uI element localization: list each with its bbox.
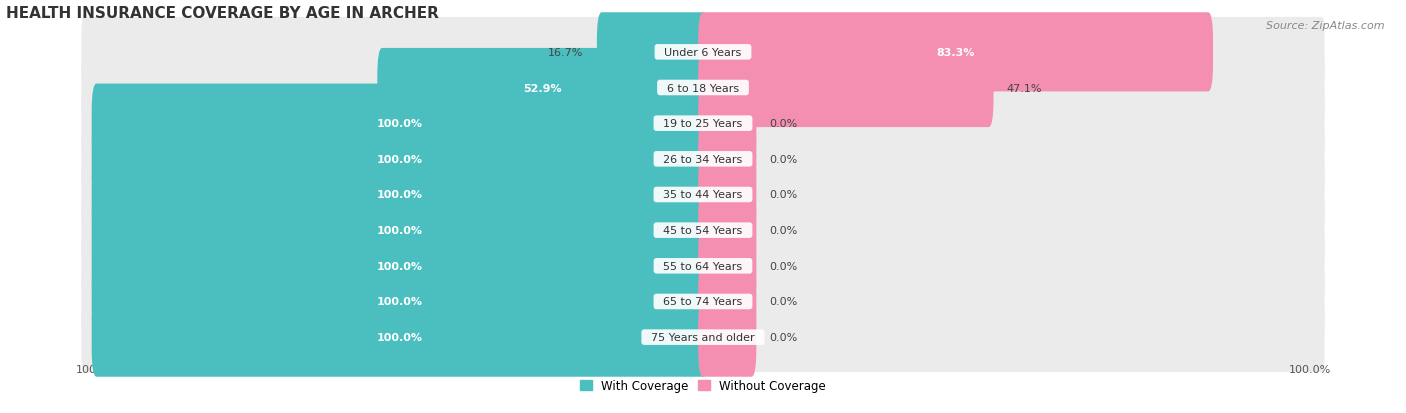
FancyBboxPatch shape [91, 227, 707, 306]
Text: 100.0%: 100.0% [377, 261, 423, 271]
Text: 26 to 34 Years: 26 to 34 Years [657, 154, 749, 164]
FancyBboxPatch shape [91, 191, 707, 270]
Text: 0.0%: 0.0% [769, 154, 799, 164]
Text: 0.0%: 0.0% [769, 225, 799, 235]
Text: 35 to 44 Years: 35 to 44 Years [657, 190, 749, 200]
FancyBboxPatch shape [699, 191, 756, 270]
FancyBboxPatch shape [82, 302, 1324, 372]
Text: 83.3%: 83.3% [936, 48, 974, 58]
FancyBboxPatch shape [699, 13, 1213, 92]
Text: 0.0%: 0.0% [769, 261, 799, 271]
FancyBboxPatch shape [82, 231, 1324, 301]
FancyBboxPatch shape [91, 298, 707, 377]
FancyBboxPatch shape [91, 262, 707, 341]
Text: 65 to 74 Years: 65 to 74 Years [657, 297, 749, 307]
Text: 75 Years and older: 75 Years and older [644, 332, 762, 342]
FancyBboxPatch shape [82, 53, 1324, 123]
FancyBboxPatch shape [699, 227, 756, 306]
FancyBboxPatch shape [699, 120, 756, 199]
FancyBboxPatch shape [91, 84, 707, 164]
Text: 100.0%: 100.0% [377, 332, 423, 342]
Text: Source: ZipAtlas.com: Source: ZipAtlas.com [1267, 21, 1385, 31]
Text: 47.1%: 47.1% [1007, 83, 1042, 93]
FancyBboxPatch shape [82, 89, 1324, 159]
Text: Under 6 Years: Under 6 Years [658, 48, 748, 58]
Text: 100.0%: 100.0% [377, 190, 423, 200]
FancyBboxPatch shape [91, 156, 707, 235]
FancyBboxPatch shape [91, 120, 707, 199]
Text: 6 to 18 Years: 6 to 18 Years [659, 83, 747, 93]
FancyBboxPatch shape [598, 13, 707, 92]
FancyBboxPatch shape [699, 156, 756, 235]
FancyBboxPatch shape [699, 49, 994, 128]
Text: 55 to 64 Years: 55 to 64 Years [657, 261, 749, 271]
Text: 19 to 25 Years: 19 to 25 Years [657, 119, 749, 129]
FancyBboxPatch shape [82, 160, 1324, 230]
FancyBboxPatch shape [82, 125, 1324, 194]
Text: 0.0%: 0.0% [769, 190, 799, 200]
FancyBboxPatch shape [82, 18, 1324, 88]
FancyBboxPatch shape [699, 84, 756, 164]
Text: 100.0%: 100.0% [377, 297, 423, 307]
Text: 16.7%: 16.7% [548, 48, 583, 58]
Legend: With Coverage, Without Coverage: With Coverage, Without Coverage [579, 379, 827, 392]
Text: 100.0%: 100.0% [377, 154, 423, 164]
FancyBboxPatch shape [82, 196, 1324, 266]
FancyBboxPatch shape [699, 298, 756, 377]
Text: 0.0%: 0.0% [769, 297, 799, 307]
Text: 100.0%: 100.0% [377, 119, 423, 129]
Text: 100.0%: 100.0% [377, 225, 423, 235]
Text: 0.0%: 0.0% [769, 332, 799, 342]
Text: 52.9%: 52.9% [523, 83, 562, 93]
Text: 0.0%: 0.0% [769, 119, 799, 129]
FancyBboxPatch shape [699, 262, 756, 341]
FancyBboxPatch shape [377, 49, 707, 128]
Text: 45 to 54 Years: 45 to 54 Years [657, 225, 749, 235]
Text: HEALTH INSURANCE COVERAGE BY AGE IN ARCHER: HEALTH INSURANCE COVERAGE BY AGE IN ARCH… [6, 5, 439, 21]
FancyBboxPatch shape [82, 267, 1324, 337]
